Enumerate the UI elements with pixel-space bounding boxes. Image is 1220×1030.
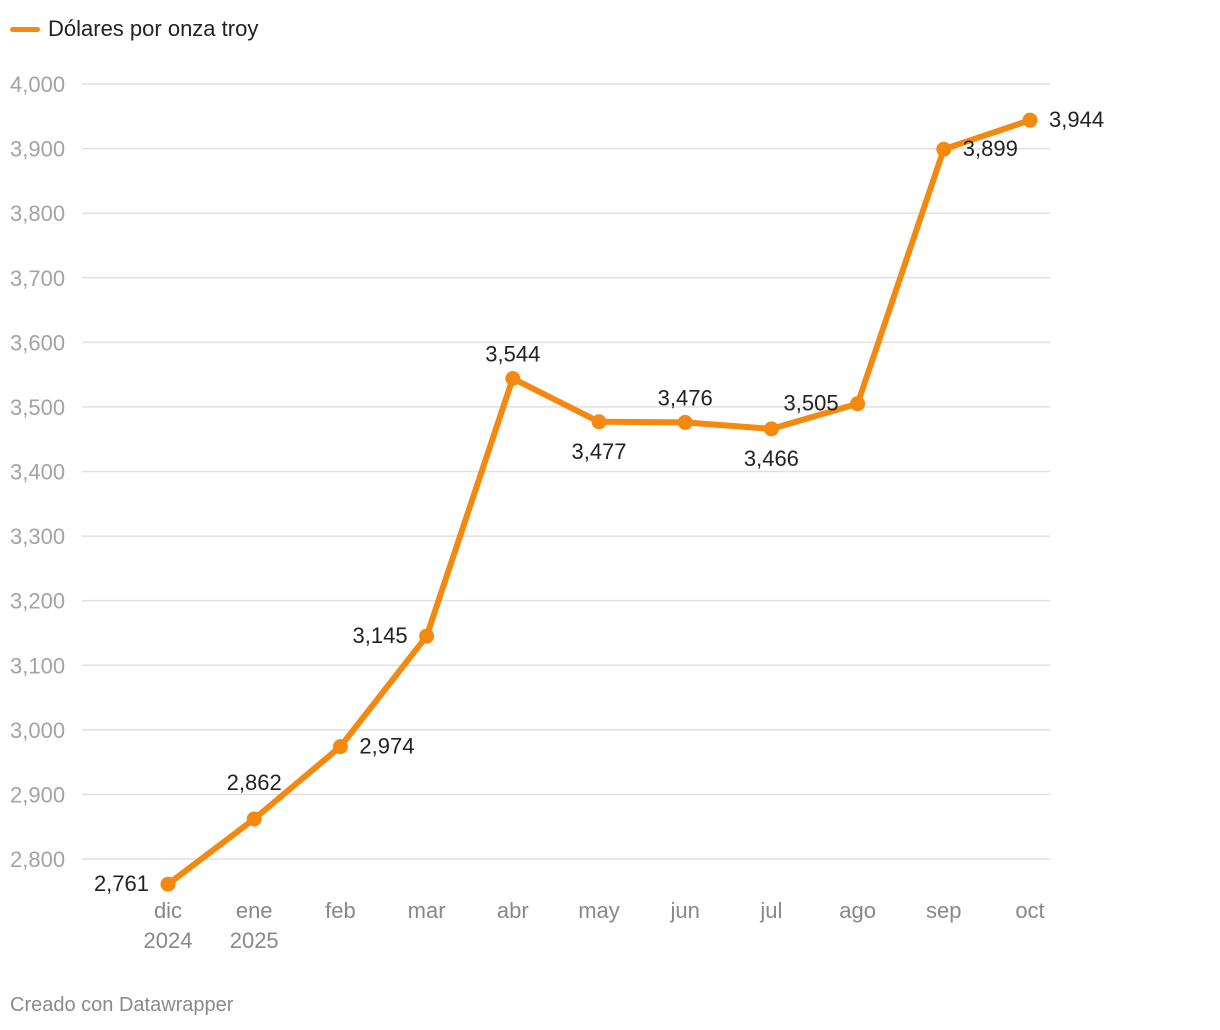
y-tick-label: 3,700: [10, 266, 65, 291]
y-tick-label: 2,800: [10, 847, 65, 872]
data-label: 3,145: [353, 623, 408, 648]
x-tick-label: dic: [154, 898, 182, 923]
y-tick-label: 3,400: [10, 460, 65, 485]
data-point: [332, 739, 348, 755]
data-label: 2,862: [227, 770, 282, 795]
y-tick-label: 3,500: [10, 395, 65, 420]
series-line-group: [165, 117, 1033, 888]
data-label: 3,476: [658, 385, 713, 410]
y-tick-label: 2,900: [10, 782, 65, 807]
x-axis-ticks: dic 2024 ene 2025 feb mar abr may jun jul ago sep oc…: [144, 898, 1045, 953]
x-tick-label: 2024: [144, 928, 193, 953]
data-points: [160, 112, 1038, 892]
data-label: 3,477: [571, 439, 626, 464]
y-tick-label: 3,000: [10, 718, 65, 743]
series-line: [165, 117, 1033, 888]
data-point: [246, 811, 262, 827]
data-point: [505, 371, 521, 386]
data-label: 3,899: [963, 136, 1018, 161]
data-labels: 2,761 2,862 2,974 3,145 3,544 3,477 3,476 3,466…: [94, 107, 1104, 896]
x-tick-label: sep: [926, 898, 961, 923]
data-label: 3,544: [485, 342, 540, 367]
y-tick-label: 3,200: [10, 589, 65, 614]
y-tick-label: 4,000: [10, 72, 65, 97]
y-axis-ticks: 2,800 2,900 3,000 3,100 3,200 3,300 3,400 3,500…: [10, 72, 65, 872]
x-tick-label: ene: [236, 898, 273, 923]
legend-label: Dólares por onza troy: [48, 16, 259, 41]
data-point: [677, 414, 693, 430]
x-tick-label: ago: [839, 898, 876, 923]
y-tick-label: 3,600: [10, 330, 65, 355]
x-tick-label: may: [578, 898, 620, 923]
x-tick-label: jul: [759, 898, 782, 923]
y-tick-label: 3,900: [10, 137, 65, 162]
x-tick-label: feb: [325, 898, 356, 923]
x-tick-label: oct: [1015, 898, 1044, 923]
gridlines: [82, 83, 1050, 860]
data-point: [160, 876, 176, 892]
data-label: 3,466: [744, 446, 799, 471]
data-label: 3,944: [1049, 107, 1104, 132]
footer-credit: Creado con Datawrapper: [10, 994, 234, 1016]
legend: Dólares por onza troy: [10, 16, 258, 42]
x-tick-label: abr: [497, 898, 529, 923]
x-tick-label: jun: [670, 898, 700, 923]
data-point: [850, 396, 866, 412]
data-label: 2,761: [94, 871, 149, 896]
data-point: [936, 141, 952, 157]
x-tick-label: 2025: [230, 928, 279, 953]
data-point: [763, 421, 779, 437]
data-label: 3,505: [784, 391, 839, 416]
x-tick-label: mar: [408, 898, 446, 923]
y-tick-label: 3,100: [10, 653, 65, 678]
data-label: 2,974: [359, 734, 414, 759]
data-point: [1022, 112, 1038, 128]
y-tick-label: 3,800: [10, 201, 65, 226]
y-tick-label: 3,300: [10, 524, 65, 549]
legend-swatch: [10, 26, 40, 32]
data-point: [591, 414, 607, 430]
data-point: [419, 628, 435, 644]
